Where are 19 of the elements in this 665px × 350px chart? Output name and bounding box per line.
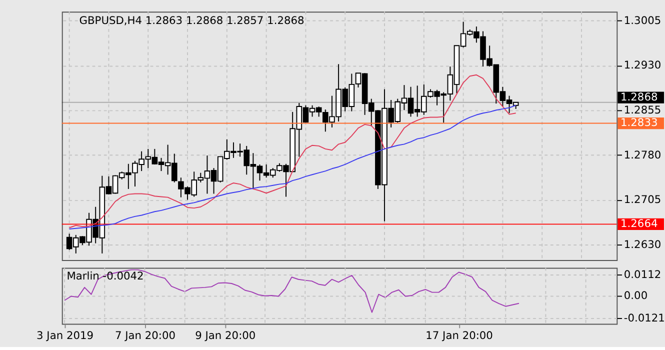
y-tick-label: 1.3005 (624, 14, 662, 27)
y-tick-label: 1.2855 (624, 104, 662, 117)
line-series (64, 269, 520, 313)
y-tick-label: 0.00 (624, 288, 648, 302)
ref-line-label: 1.2664 (620, 217, 658, 230)
y-tick-label: 1.2630 (624, 238, 662, 251)
x-tick-label: 3 Jan 2019 (36, 328, 94, 342)
ref-line-label: 1.2833 (620, 116, 658, 130)
x-tick-label: 9 Jan 20:00 (195, 328, 256, 342)
chart-title: Marlin -0.0042 (66, 269, 144, 282)
x-tick-label: 7 Jan 20:00 (114, 328, 176, 342)
y-tick-label: 1.2930 (624, 58, 662, 72)
y-tick-label: 0.0112 (624, 268, 662, 281)
chart-title: GBPUSD,H4 1.2863 1.2868 1.2857 1.2868 (79, 14, 304, 28)
y-tick-label: 1.2705 (624, 193, 662, 206)
ref-line-label: 1.2868 (620, 90, 658, 104)
x-tick-label: 17 Jan 20:00 (426, 328, 494, 342)
y-tick-label: 1.2780 (624, 148, 662, 162)
y-tick-label: -0.0121 (624, 312, 665, 325)
